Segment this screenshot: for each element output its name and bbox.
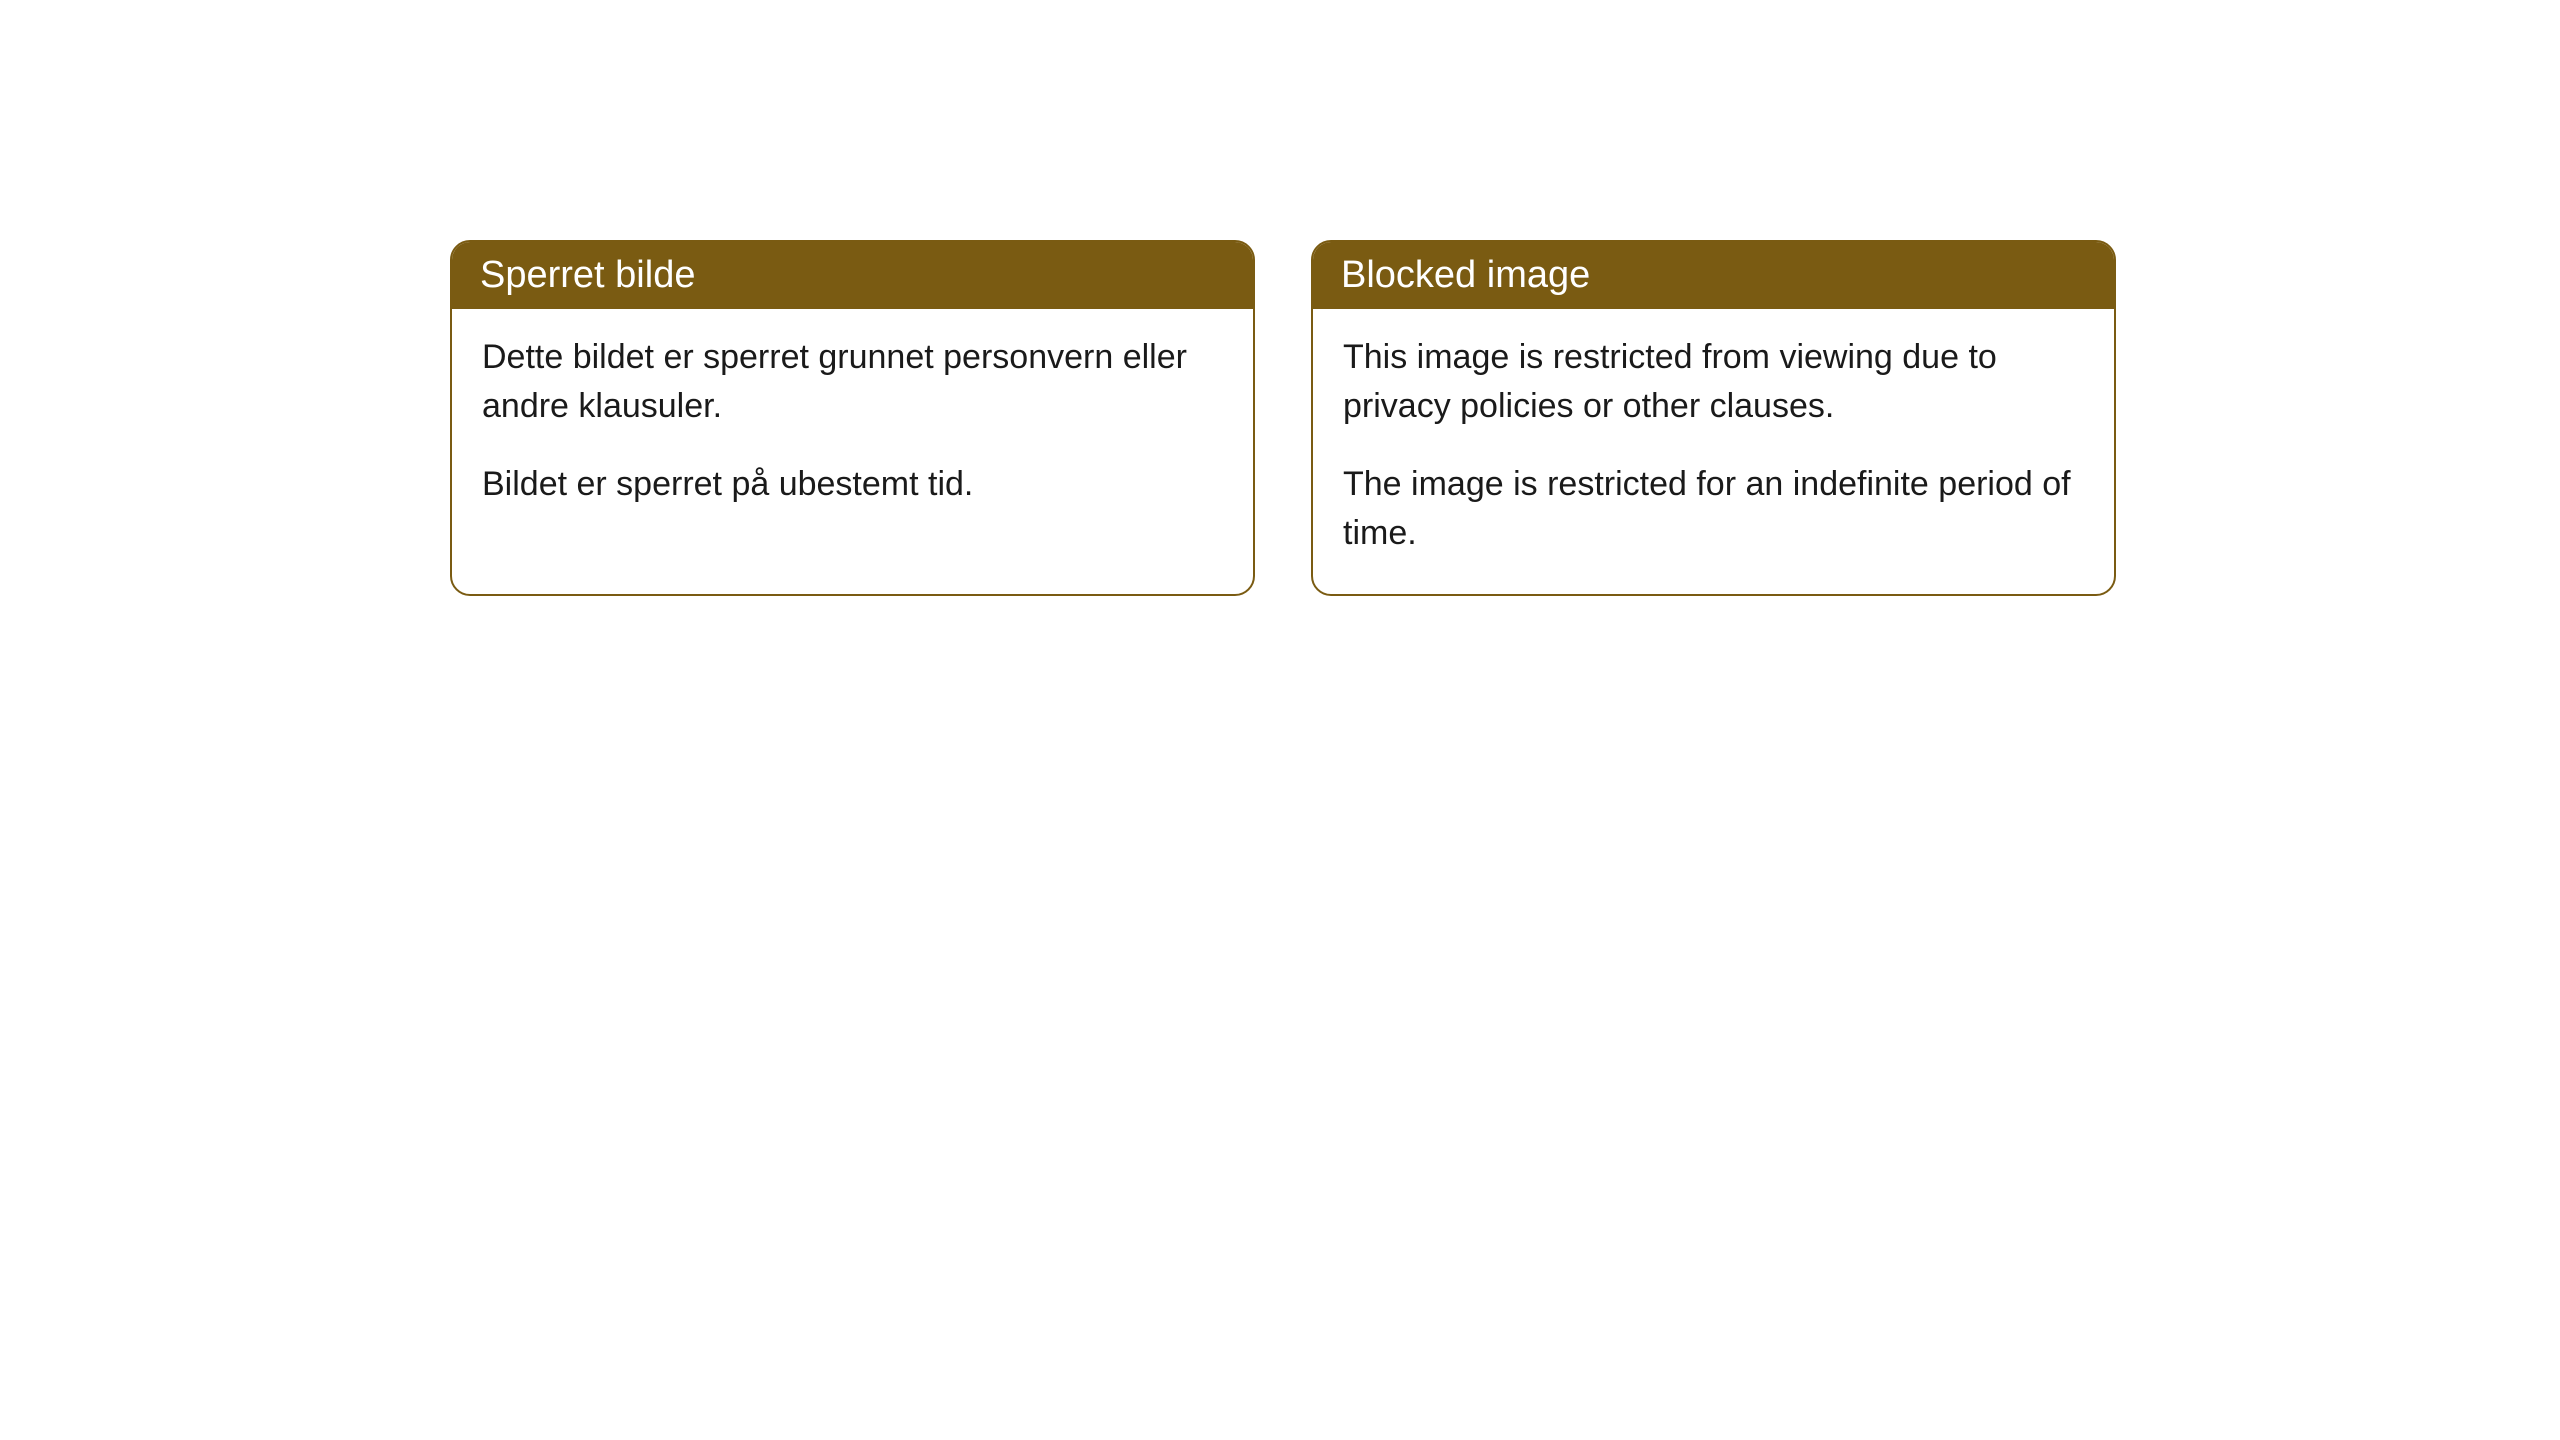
card-header: Blocked image — [1313, 242, 2114, 309]
card-paragraph: This image is restricted from viewing du… — [1343, 333, 2084, 432]
card-body: This image is restricted from viewing du… — [1313, 309, 2114, 594]
card-paragraph: Dette bildet er sperret grunnet personve… — [482, 333, 1223, 432]
card-title: Blocked image — [1341, 254, 1590, 296]
notice-card-norwegian: Sperret bilde Dette bildet er sperret gr… — [450, 240, 1255, 596]
card-body: Dette bildet er sperret grunnet personve… — [452, 309, 1253, 545]
notice-cards-container: Sperret bilde Dette bildet er sperret gr… — [450, 240, 2560, 596]
card-title: Sperret bilde — [480, 254, 695, 296]
notice-card-english: Blocked image This image is restricted f… — [1311, 240, 2116, 596]
card-header: Sperret bilde — [452, 242, 1253, 309]
card-paragraph: The image is restricted for an indefinit… — [1343, 460, 2084, 559]
card-paragraph: Bildet er sperret på ubestemt tid. — [482, 460, 1223, 509]
